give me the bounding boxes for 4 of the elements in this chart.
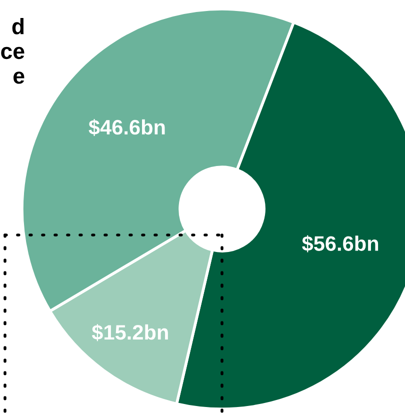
data-label: $15.2bn bbox=[92, 324, 168, 342]
data-label: $46.6bn bbox=[88, 118, 165, 136]
text: d ce e bbox=[1, 18, 24, 84]
data-label: $56.6bn bbox=[302, 235, 378, 252]
